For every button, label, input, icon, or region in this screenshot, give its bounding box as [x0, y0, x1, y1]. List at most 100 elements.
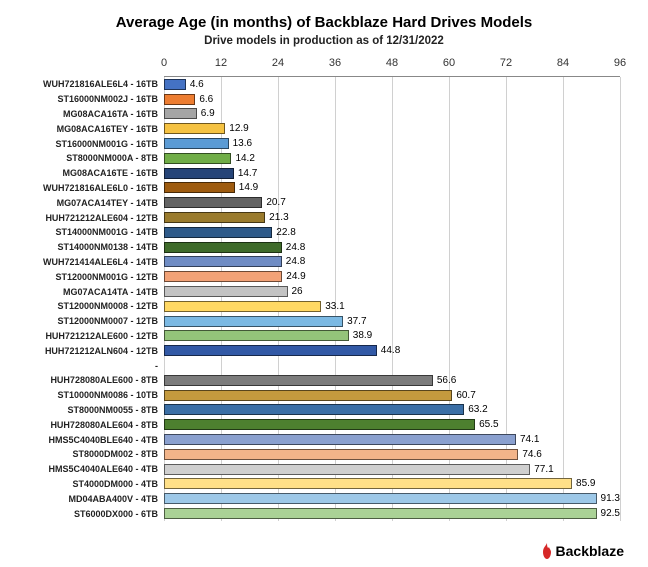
bar-label: HMS5C4040ALE640 - 4TB — [26, 464, 164, 474]
bar-row: HUH721212ALE600 - 12TB38.9 — [164, 329, 620, 344]
x-axis: 01224364860728496 — [164, 55, 620, 77]
bar-value: 33.1 — [325, 301, 344, 312]
bar — [164, 419, 475, 430]
bar-row: WUH721414ALE6L4 - 14TB24.8 — [164, 255, 620, 270]
bar — [164, 227, 272, 238]
bars-layer: WUH721816ALE6L4 - 16TB4.6ST16000NM002J -… — [164, 77, 620, 521]
chart-title: Average Age (in months) of Backblaze Har… — [24, 14, 624, 31]
bar-value: 22.8 — [276, 227, 295, 238]
bar — [164, 138, 229, 149]
bar-value: 24.8 — [286, 256, 305, 267]
bar-label: ST16000NM002J - 16TB — [26, 94, 164, 104]
bar-label: ST6000DX000 - 6TB — [26, 509, 164, 519]
x-tick: 24 — [272, 57, 284, 69]
bar-value: 85.9 — [576, 478, 595, 489]
bar — [164, 197, 262, 208]
bar-label: HUH721212ALE600 - 12TB — [26, 331, 164, 341]
bar — [164, 390, 452, 401]
flame-icon — [541, 543, 553, 559]
x-tick: 36 — [329, 57, 341, 69]
bar — [164, 301, 321, 312]
bar-value: 74.6 — [522, 449, 541, 460]
bar-row: WUH721816ALE6L0 - 16TB14.9 — [164, 181, 620, 196]
bar-row: ST12000NM0007 - 12TB37.7 — [164, 314, 620, 329]
bar-row: ST4000DM000 - 4TB85.9 — [164, 477, 620, 492]
bar-label: HUH728080ALE600 - 8TB — [26, 375, 164, 385]
bar-label: ST8000DM002 - 8TB — [26, 449, 164, 459]
bar — [164, 212, 265, 223]
bar-label: - — [26, 361, 164, 371]
backblaze-logo: Backblaze — [541, 543, 624, 559]
bar-row: HUH728080ALE604 - 8TB65.5 — [164, 417, 620, 432]
plot-area: 01224364860728496 WUH721816ALE6L4 - 16TB… — [164, 55, 620, 521]
bar-row: ST6000DX000 - 6TB92.5 — [164, 506, 620, 521]
bar-value: 21.3 — [269, 212, 288, 223]
bar-row: MG08ACA16TE - 16TB14.7 — [164, 166, 620, 181]
bar-value: 12.9 — [229, 123, 248, 134]
bar — [164, 79, 186, 90]
bar-value: 65.5 — [479, 419, 498, 430]
bar-label: ST14000NM001G - 14TB — [26, 227, 164, 237]
bar-row: MG08ACA16TA - 16TB6.9 — [164, 107, 620, 122]
bar-label: HUH721212ALN604 - 12TB — [26, 346, 164, 356]
bar-value: 56.6 — [437, 375, 456, 386]
chart-subtitle: Drive models in production as of 12/31/2… — [24, 35, 624, 47]
bar-row: HMS5C4040ALE640 - 4TB77.1 — [164, 462, 620, 477]
bar — [164, 242, 282, 253]
bar — [164, 94, 195, 105]
x-tick: 12 — [215, 57, 227, 69]
bar-value: 6.6 — [199, 94, 213, 105]
bar-value: 92.5 — [601, 508, 620, 519]
bar-label: MG08ACA16TE - 16TB — [26, 168, 164, 178]
bar — [164, 286, 288, 297]
x-tick: 72 — [500, 57, 512, 69]
bar-label: ST8000NM000A - 8TB — [26, 153, 164, 163]
bar-value: 24.8 — [286, 242, 305, 253]
bar-value: 4.6 — [190, 79, 204, 90]
bar — [164, 256, 282, 267]
bar-label: ST4000DM000 - 4TB — [26, 479, 164, 489]
bar-row: WUH721816ALE6L4 - 16TB4.6 — [164, 77, 620, 92]
bar-label: WUH721816ALE6L4 - 16TB — [26, 79, 164, 89]
bar — [164, 464, 530, 475]
bar-row: ST14000NM001G - 14TB22.8 — [164, 225, 620, 240]
bar-label: ST14000NM0138 - 14TB — [26, 242, 164, 252]
bar — [164, 316, 343, 327]
bar-value: 37.7 — [347, 316, 366, 327]
bar-label: WUH721414ALE6L4 - 14TB — [26, 257, 164, 267]
gridline — [620, 77, 621, 521]
x-tick: 84 — [557, 57, 569, 69]
bar — [164, 375, 433, 386]
bar-row: MG07ACA14TA - 14TB26 — [164, 284, 620, 299]
bar-value: 44.8 — [381, 345, 400, 356]
bar-label: MG08ACA16TA - 16TB — [26, 109, 164, 119]
bar-value: 77.1 — [534, 464, 553, 475]
bar — [164, 449, 518, 460]
bar — [164, 153, 231, 164]
bar-label: HMS5C4040BLE640 - 4TB — [26, 435, 164, 445]
bar-row: HUH721212ALN604 - 12TB44.8 — [164, 343, 620, 358]
bar-row: ST12000NM001G - 12TB24.9 — [164, 269, 620, 284]
x-tick: 96 — [614, 57, 626, 69]
bar-value: 26 — [292, 286, 303, 297]
bar-row: ST8000NM000A - 8TB14.2 — [164, 151, 620, 166]
bar-row: MG07ACA14TEY - 14TB20.7 — [164, 195, 620, 210]
bar-row: MD04ABA400V - 4TB91.3 — [164, 491, 620, 506]
bar-row: HUH721212ALE604 - 12TB21.3 — [164, 210, 620, 225]
bar — [164, 108, 197, 119]
bar — [164, 182, 235, 193]
bar-label: ST16000NM001G - 16TB — [26, 139, 164, 149]
bar — [164, 271, 282, 282]
bar-label: MD04ABA400V - 4TB — [26, 494, 164, 504]
bar-value: 14.9 — [239, 182, 258, 193]
bar-label: ST8000NM0055 - 8TB — [26, 405, 164, 415]
bar-row: ST14000NM0138 - 14TB24.8 — [164, 240, 620, 255]
bar-row: ST16000NM002J - 16TB6.6 — [164, 92, 620, 107]
bar-row: MG08ACA16TEY - 16TB12.9 — [164, 121, 620, 136]
x-tick: 48 — [386, 57, 398, 69]
bar-row: ST8000NM0055 - 8TB63.2 — [164, 403, 620, 418]
bar — [164, 478, 572, 489]
bar-value: 14.2 — [235, 153, 254, 164]
chart-container: Average Age (in months) of Backblaze Har… — [0, 0, 648, 529]
bar-value: 14.7 — [238, 168, 257, 179]
